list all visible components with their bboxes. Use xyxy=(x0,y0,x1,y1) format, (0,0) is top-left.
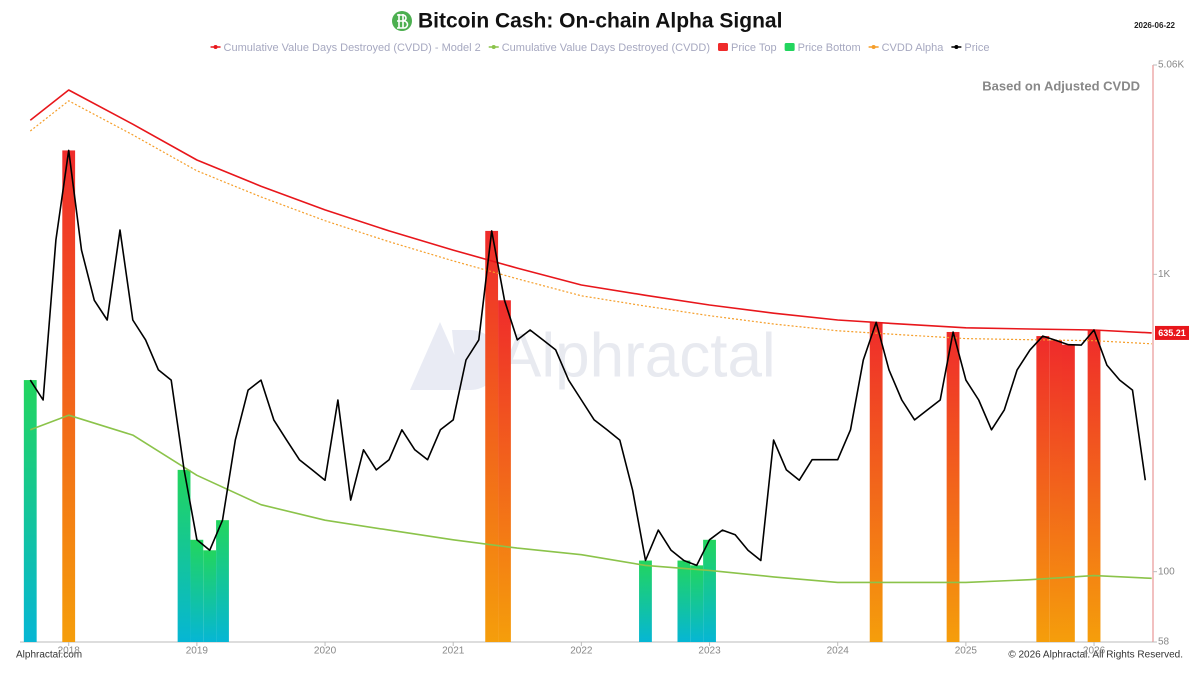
signal-bar xyxy=(62,150,76,642)
x-tick-label: 2023 xyxy=(698,646,721,657)
signal-bar xyxy=(1062,344,1075,642)
annotation: Based on Adjusted CVDD xyxy=(982,78,1140,93)
signal-bar xyxy=(23,380,37,642)
copyright: © 2026 Alphractal. All Rights Reserved. xyxy=(1008,650,1183,661)
x-tick-label: 2020 xyxy=(314,646,337,657)
signal-bar xyxy=(216,520,229,642)
x-tick-label: 2024 xyxy=(827,646,850,657)
series-line xyxy=(29,89,1152,334)
legend-swatch xyxy=(717,43,728,51)
legend-label: Cumulative Value Days Destroyed (CVDD) xyxy=(502,42,710,54)
signal-bar xyxy=(1087,329,1101,642)
legend-label: Price xyxy=(964,42,989,54)
signal-bar xyxy=(498,300,511,642)
legend-dot xyxy=(871,45,876,49)
legend-label: Price Bottom xyxy=(798,42,861,54)
legend: Cumulative Value Days Destroyed (CVDD) -… xyxy=(210,42,989,54)
y-tick-label: 58 xyxy=(1158,637,1170,648)
x-tick-label: 2021 xyxy=(442,646,465,657)
signal-bar xyxy=(485,230,499,643)
x-tick-label: 2026 xyxy=(1083,646,1106,657)
signal-bar xyxy=(703,539,716,642)
signal-bar xyxy=(190,539,204,642)
legend-item: Cumulative Value Days Destroyed (CVDD) -… xyxy=(210,42,481,54)
signal-bar xyxy=(690,565,704,642)
signal-bar xyxy=(1049,340,1063,642)
signal-bar xyxy=(946,331,960,642)
series-line xyxy=(29,100,1152,345)
legend-item: CVDD Alpha xyxy=(868,42,945,54)
signal-bar xyxy=(1036,336,1050,642)
legend-dot xyxy=(954,45,959,49)
legend-label: Cumulative Value Days Destroyed (CVDD) -… xyxy=(224,42,481,54)
legend-dot xyxy=(213,45,218,49)
legend-item: Price Bottom xyxy=(784,42,861,54)
y-tick-label: 1K xyxy=(1158,269,1171,280)
last-value-label: 635.21 xyxy=(1158,328,1186,338)
x-tick-label: 2018 xyxy=(58,646,81,657)
series-line xyxy=(30,414,1152,584)
y-tick-label: 5.06K xyxy=(1158,60,1184,71)
last-value-box xyxy=(1155,325,1189,340)
source: Alphractal.com xyxy=(16,650,82,661)
coin-glyph xyxy=(397,14,409,29)
legend-dot xyxy=(491,45,496,49)
x-tick-label: 2019 xyxy=(186,646,209,657)
legend-label: CVDD Alpha xyxy=(882,42,945,54)
legend-item: Price xyxy=(951,42,989,54)
x-tick-label: 2022 xyxy=(570,646,593,657)
y-tick-label: 100 xyxy=(1158,566,1175,577)
watermark-logo xyxy=(410,322,500,390)
legend-item: Cumulative Value Days Destroyed (CVDD) xyxy=(488,42,710,54)
watermark-group: Alphractal xyxy=(410,321,776,390)
legend-item: Price Top xyxy=(717,42,777,54)
signal-bar xyxy=(677,560,691,642)
signal-bar xyxy=(869,322,883,642)
date: 2026-06-22 xyxy=(1134,21,1175,30)
lines: 635.21 xyxy=(29,89,1189,584)
watermark-text: Alphractal xyxy=(500,321,776,390)
chart-title: Bitcoin Cash: On-chain Alpha Signal xyxy=(418,10,782,33)
legend-swatch xyxy=(784,43,795,51)
x-tick-label: 2025 xyxy=(955,646,978,657)
legend-label: Price Top xyxy=(731,42,777,54)
series-line xyxy=(29,149,1147,567)
signal-bar xyxy=(639,560,652,642)
signal-bar xyxy=(177,469,191,642)
bars xyxy=(23,150,1101,643)
signal-bar xyxy=(203,550,217,642)
